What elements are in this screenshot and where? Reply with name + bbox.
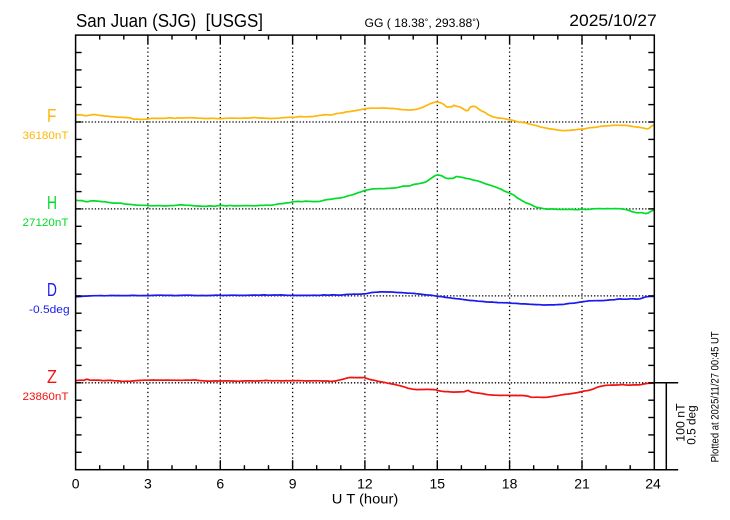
svg-text:-0.5deg: -0.5deg xyxy=(29,304,70,316)
svg-text:27120nT: 27120nT xyxy=(23,217,69,229)
svg-text:23860nT: 23860nT xyxy=(23,391,69,403)
svg-text:0: 0 xyxy=(72,475,80,491)
svg-text:36180nT: 36180nT xyxy=(23,130,69,142)
svg-text:100 nT: 100 nT xyxy=(676,403,688,441)
svg-text:F: F xyxy=(47,106,56,126)
svg-text:6: 6 xyxy=(216,475,224,491)
svg-text:18: 18 xyxy=(502,475,518,491)
svg-text:Z: Z xyxy=(47,367,57,387)
svg-text:24: 24 xyxy=(645,475,661,491)
svg-text:U T (hour): U T (hour) xyxy=(332,491,399,507)
svg-text:2025/10/27: 2025/10/27 xyxy=(569,11,656,30)
svg-text:9: 9 xyxy=(289,475,297,491)
svg-text:D: D xyxy=(47,280,57,300)
svg-text:San Juan (SJG) [USGS]: San Juan (SJG) [USGS] xyxy=(76,10,263,31)
svg-text:H: H xyxy=(47,193,57,213)
svg-text:3: 3 xyxy=(144,475,152,491)
svg-text:15: 15 xyxy=(430,475,446,491)
svg-text:Plotted at 2025/11/27 00:45 UT: Plotted at 2025/11/27 00:45 UT xyxy=(710,331,722,462)
svg-text:12: 12 xyxy=(357,475,373,491)
svg-text:0.5 deg: 0.5 deg xyxy=(687,405,699,444)
svg-text:21: 21 xyxy=(574,475,590,491)
svg-text:GG ( 18.38°, 293.88°): GG ( 18.38°, 293.88°) xyxy=(365,16,481,30)
